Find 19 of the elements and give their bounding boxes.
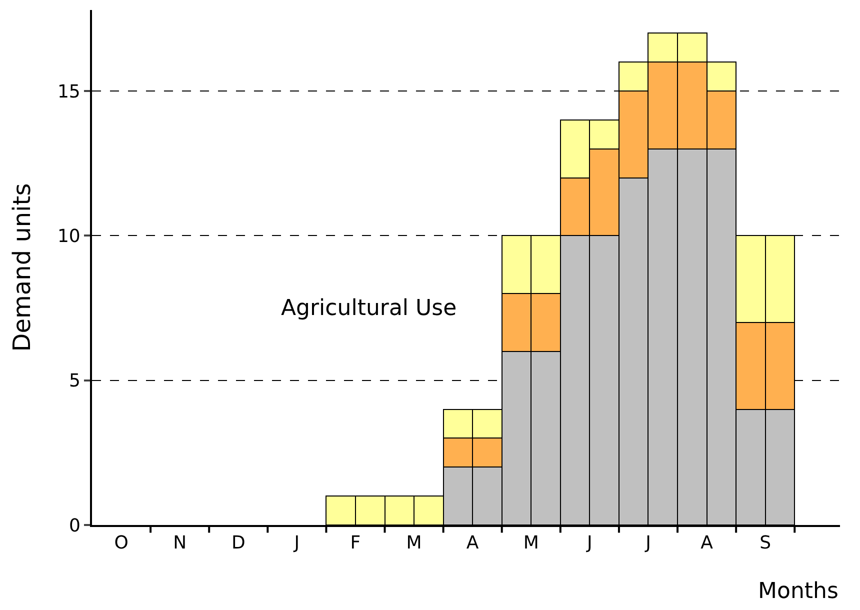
annotation: Agricultural Use: [281, 296, 457, 321]
x-tick-label: M: [523, 532, 539, 554]
y-tick-label: 0: [68, 515, 80, 536]
y-axis-title: Demand units: [8, 183, 36, 352]
y-tick-label: 5: [68, 370, 80, 392]
x-tick-label: S: [760, 532, 772, 554]
y-tick-label: 15: [57, 81, 80, 102]
x-tick-label: J: [644, 532, 651, 554]
x-tick-label: O: [114, 532, 128, 554]
x-tick-label: M: [406, 532, 422, 554]
x-tick-label: A: [466, 532, 480, 554]
x-tick-label: D: [231, 532, 246, 554]
x-axis-title: Months: [758, 579, 838, 604]
x-tick-label: A: [700, 532, 714, 554]
x-tick-label: F: [350, 532, 361, 554]
x-tick-label: N: [173, 532, 187, 554]
y-tick-label: 10: [57, 226, 80, 247]
x-tick-label: J: [586, 532, 592, 554]
x-tick-label: J: [293, 532, 300, 554]
